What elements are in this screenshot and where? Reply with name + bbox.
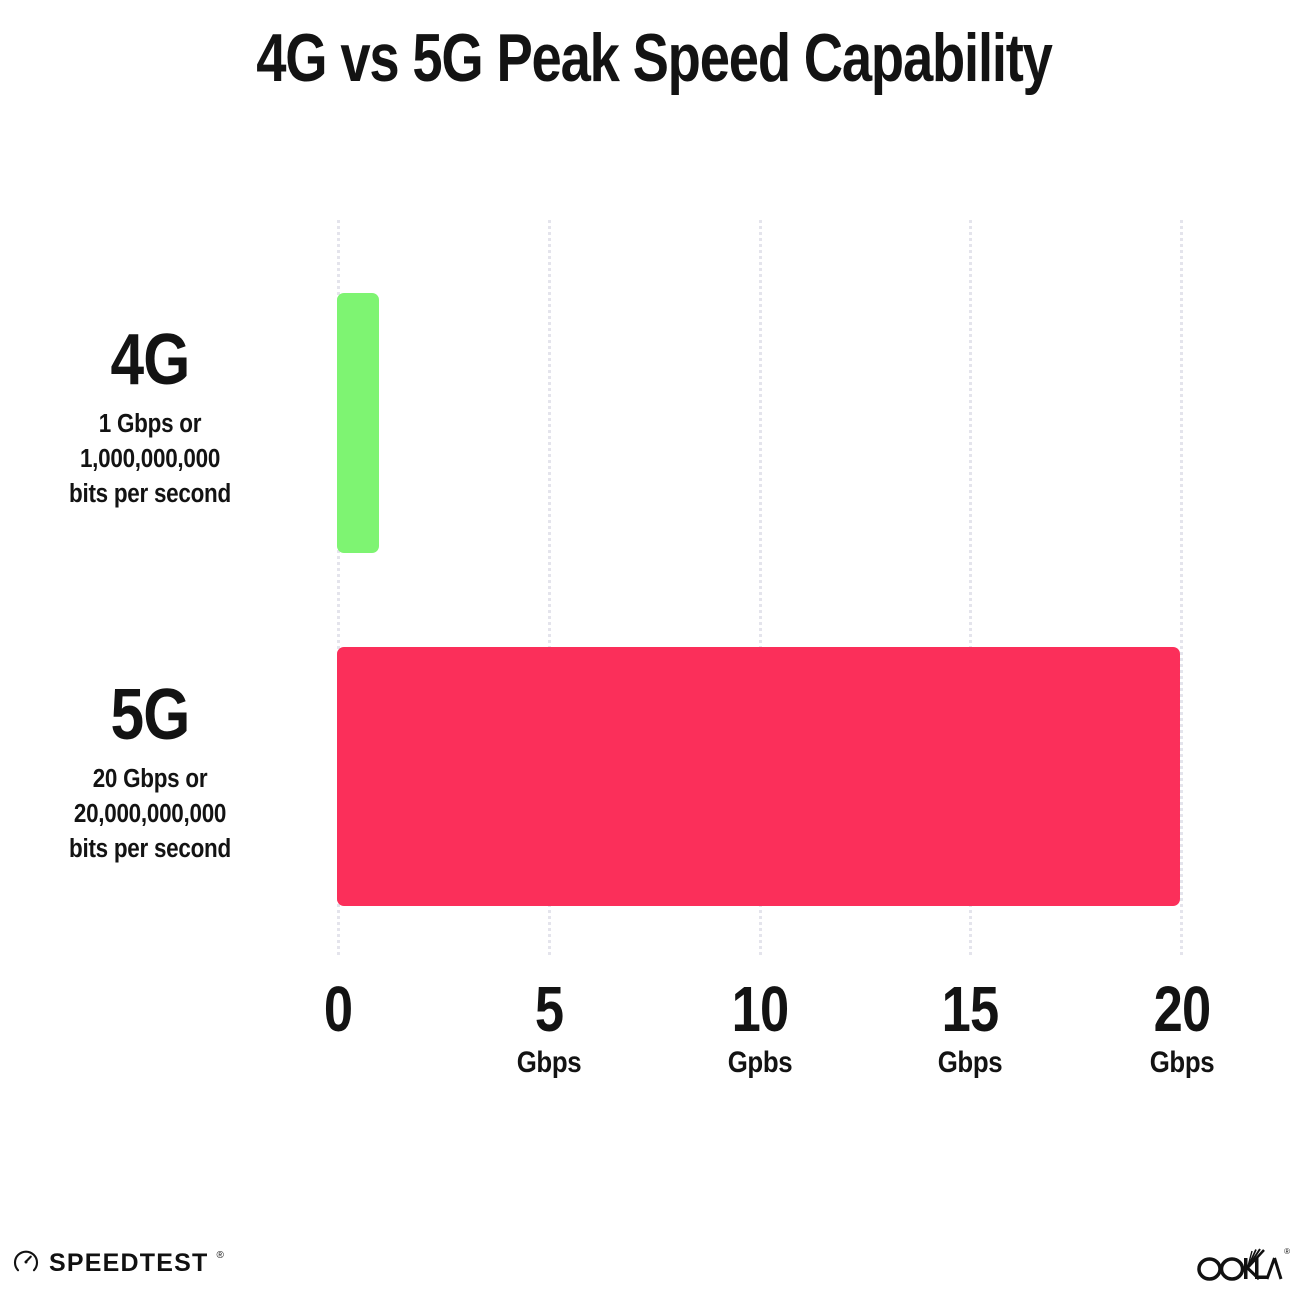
xtick-20: 20 Gbps bbox=[1092, 975, 1272, 1081]
xtick-5: 5 Gbps bbox=[459, 975, 639, 1081]
xtick-0: 0 bbox=[248, 975, 428, 1045]
xtick-15-value: 15 bbox=[941, 973, 1000, 1045]
xtick-10-unit: Gpbs bbox=[727, 1046, 793, 1079]
speedtest-trademark: ® bbox=[216, 1250, 224, 1261]
gridline-20 bbox=[1180, 220, 1183, 955]
xtick-15: 15 Gbps bbox=[880, 975, 1060, 1081]
gridline-0 bbox=[337, 220, 340, 955]
xtick-5-unit: Gbps bbox=[516, 1046, 582, 1079]
annotation-5g-line1: 20 Gbps or bbox=[92, 765, 208, 793]
speedtest-wordmark: SPEEDTEST bbox=[49, 1249, 209, 1277]
category-annotation-4g: 1 Gbps or 1,000,000,000 bits per second bbox=[18, 407, 282, 512]
xtick-20-value: 20 bbox=[1153, 973, 1212, 1045]
xtick-15-unit: Gbps bbox=[937, 1046, 1003, 1079]
page-title: 4G vs 5G Peak Speed Capability bbox=[256, 20, 1053, 96]
xtick-5-value: 5 bbox=[534, 973, 564, 1045]
xtick-0-value: 0 bbox=[323, 973, 353, 1045]
bar-4g bbox=[337, 293, 380, 553]
category-name-4g: 4G bbox=[110, 320, 190, 400]
category-label-5g: 5G 20 Gbps or 20,000,000,000 bits per se… bbox=[0, 677, 300, 867]
xtick-10: 10 Gpbs bbox=[670, 975, 850, 1081]
annotation-5g-line3: bits per second bbox=[69, 835, 231, 863]
xtick-20-unit: Gbps bbox=[1149, 1046, 1215, 1079]
gridline-10 bbox=[759, 220, 762, 955]
category-name-5g: 5G bbox=[110, 675, 190, 755]
ookla-wordmark-icon bbox=[1197, 1248, 1283, 1281]
ookla-logo: ® bbox=[1197, 1243, 1290, 1283]
speedtest-logo: SPEEDTEST ® bbox=[12, 1247, 224, 1280]
annotation-5g-line2: 20,000,000,000 bbox=[73, 800, 227, 828]
gridline-5 bbox=[548, 220, 551, 955]
annotation-4g-line1: 1 Gbps or bbox=[98, 410, 202, 438]
ookla-trademark: ® bbox=[1284, 1247, 1290, 1256]
annotation-4g-line2: 1,000,000,000 bbox=[79, 445, 221, 473]
gridline-15 bbox=[969, 220, 972, 955]
footer: SPEEDTEST ® ® bbox=[0, 1225, 1308, 1315]
category-label-4g: 4G 1 Gbps or 1,000,000,000 bits per seco… bbox=[0, 322, 300, 512]
annotation-4g-line3: bits per second bbox=[69, 480, 231, 508]
xtick-10-value: 10 bbox=[731, 973, 790, 1045]
bar-5g bbox=[337, 647, 1180, 906]
category-annotation-5g: 20 Gbps or 20,000,000,000 bits per secon… bbox=[18, 762, 282, 867]
speedometer-gauge-icon bbox=[12, 1247, 40, 1280]
